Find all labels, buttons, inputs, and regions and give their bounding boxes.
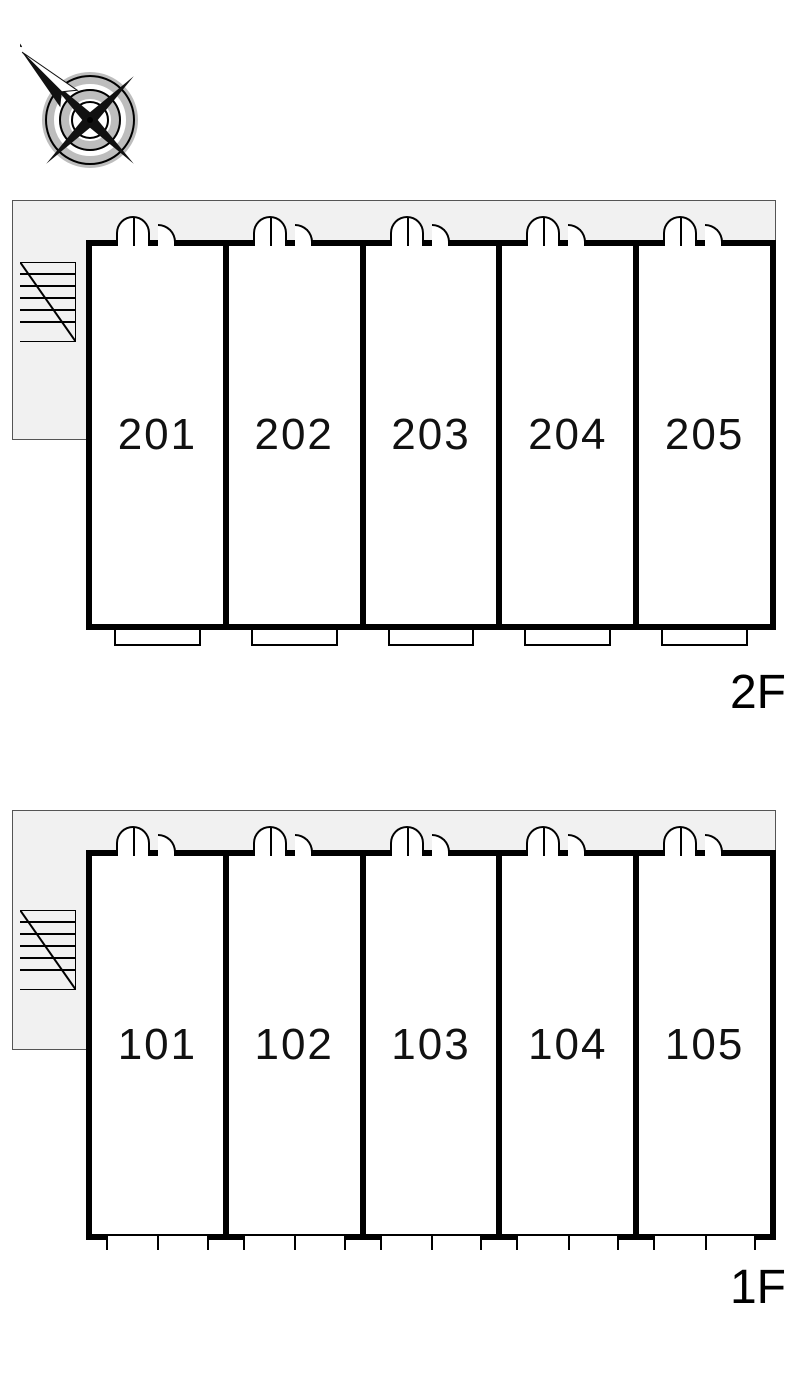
balcony-icon — [639, 624, 770, 652]
unit-label: 101 — [92, 1020, 223, 1070]
unit-label: 204 — [502, 410, 633, 460]
unit-104: 104 — [502, 856, 639, 1234]
floor-block-2f: 201 202 203 204 205 — [12, 200, 788, 660]
window-icon — [92, 1234, 223, 1250]
unit-label: 102 — [229, 1020, 360, 1070]
unit-label: 205 — [639, 410, 770, 460]
balcony-icon — [229, 624, 360, 652]
floor-label-1f: 1F — [730, 1260, 786, 1315]
compass-icon: N — [20, 10, 160, 190]
window-icon — [366, 1234, 497, 1250]
unit-103: 103 — [366, 856, 503, 1234]
units-row-2f: 201 202 203 204 205 — [86, 240, 776, 630]
window-icon — [502, 1234, 633, 1250]
unit-204: 204 — [502, 246, 639, 624]
units-row-1f: 101 102 103 104 105 — [86, 850, 776, 1240]
balcony-icon — [366, 624, 497, 652]
unit-label: 105 — [639, 1020, 770, 1070]
unit-label: 103 — [366, 1020, 497, 1070]
window-icon — [229, 1234, 360, 1250]
page: N 201 — [0, 0, 800, 1373]
unit-203: 203 — [366, 246, 503, 624]
floor-label-2f: 2F — [730, 665, 786, 720]
stairs-icon — [20, 910, 76, 990]
unit-105: 105 — [639, 856, 770, 1234]
unit-label: 202 — [229, 410, 360, 460]
unit-label: 201 — [92, 410, 223, 460]
balcony-icon — [92, 624, 223, 652]
unit-101: 101 — [92, 856, 229, 1234]
window-icon — [639, 1234, 770, 1250]
unit-102: 102 — [229, 856, 366, 1234]
unit-201: 201 — [92, 246, 229, 624]
balcony-icon — [502, 624, 633, 652]
unit-label: 203 — [366, 410, 497, 460]
floor-block-1f: 101 102 103 104 105 — [12, 810, 788, 1270]
unit-label: 104 — [502, 1020, 633, 1070]
unit-205: 205 — [639, 246, 770, 624]
stairs-icon — [20, 262, 76, 342]
unit-202: 202 — [229, 246, 366, 624]
